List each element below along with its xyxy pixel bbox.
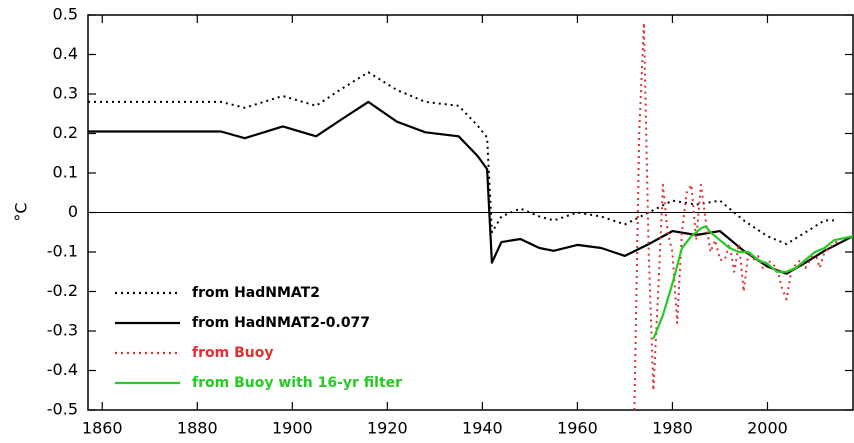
y-tick-label: 0 — [68, 202, 78, 221]
x-tick-label: 1880 — [177, 419, 218, 438]
y-tick-label: -0.5 — [47, 400, 78, 419]
x-tick-label: 2000 — [747, 419, 788, 438]
y-tick-label: 0.3 — [53, 84, 78, 103]
legend-label: from HadNMAT2 — [192, 285, 320, 301]
y-tick-label: -0.4 — [47, 360, 78, 379]
y-tick-label: 0.4 — [53, 44, 78, 63]
plot-area — [88, 21, 853, 410]
x-tick-label: 1860 — [82, 419, 123, 438]
legend-label: from Buoy — [192, 345, 273, 361]
series-line — [652, 225, 853, 340]
y-tick-label: -0.2 — [47, 281, 78, 300]
x-tick-label: 1900 — [272, 419, 313, 438]
x-tick-label: 1940 — [462, 419, 503, 438]
x-tick-label: 1960 — [557, 419, 598, 438]
x-tick-label: 1920 — [367, 419, 408, 438]
y-tick-label: -0.3 — [47, 321, 78, 340]
y-axis-label: °C — [12, 202, 31, 221]
y-tick-label: 0.5 — [53, 5, 78, 24]
series-line — [88, 71, 834, 246]
x-tick-label: 1980 — [652, 419, 693, 438]
y-tick-label: 0.2 — [53, 123, 78, 142]
y-tick-label: 0.1 — [53, 163, 78, 182]
series-line — [633, 21, 840, 410]
legend-label: from Buoy with 16-yr filter — [192, 375, 402, 391]
y-tick-label: -0.1 — [47, 242, 78, 261]
legend-label: from HadNMAT2-0.077 — [192, 315, 370, 331]
